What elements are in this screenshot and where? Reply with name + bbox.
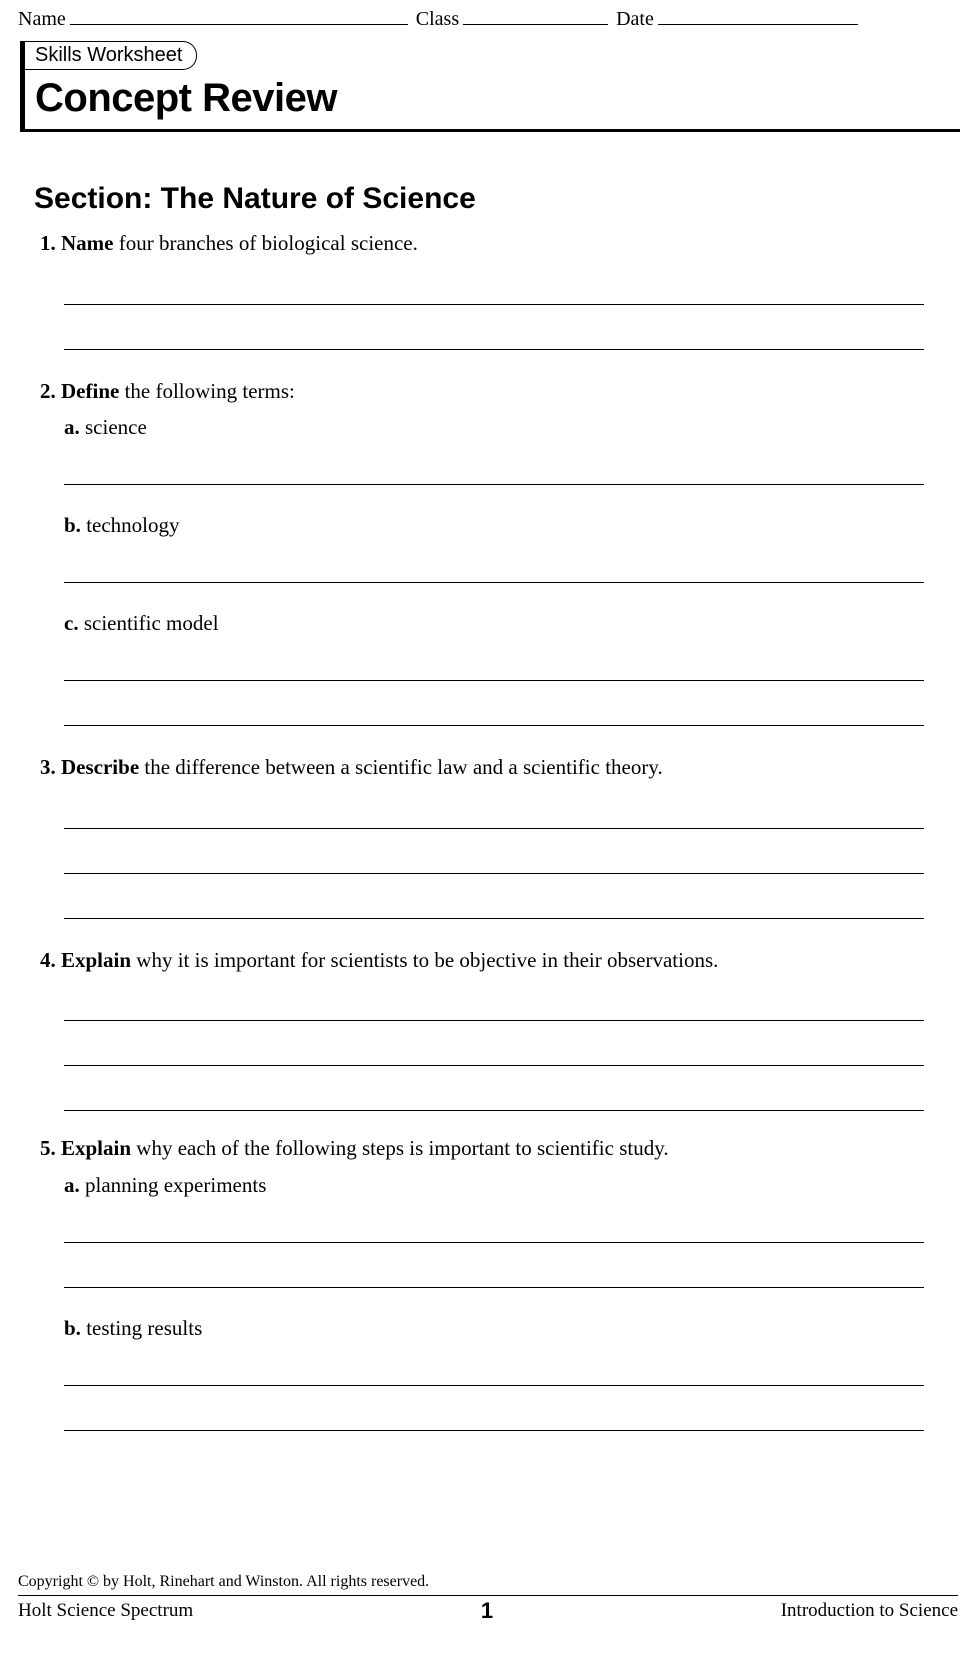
q2-sub-c: c. scientific model — [34, 611, 926, 636]
q2-sub-b: b. technology — [34, 513, 926, 538]
footer-row: Holt Science Spectrum 1 Introduction to … — [18, 1596, 958, 1624]
q2c-letter: c. — [64, 611, 79, 635]
q5a-letter: a. — [64, 1173, 80, 1197]
q2b-letter: b. — [64, 513, 81, 537]
footer-right: Introduction to Science — [781, 1600, 958, 1622]
question-5: 5. Explain why each of the following ste… — [34, 1133, 926, 1165]
q2a-text: science — [80, 415, 147, 439]
section-title: Section: The Nature of Science — [34, 182, 926, 216]
q4-num: 4. — [40, 948, 56, 972]
skills-tab: Skills Worksheet — [25, 41, 197, 70]
q2-text: the following terms: — [119, 379, 295, 403]
date-input-line[interactable] — [658, 24, 858, 25]
title-block: Skills Worksheet Concept Review — [20, 41, 960, 132]
footer: Copyright © by Holt, Rinehart and Winsto… — [18, 1573, 958, 1624]
q1-verb: Name — [61, 231, 113, 255]
name-input-line[interactable] — [70, 24, 408, 25]
header-row: Name Class Date — [0, 0, 960, 31]
q4-text: why it is important for scientists to be… — [131, 948, 718, 972]
q2b-text: technology — [81, 513, 180, 537]
page-title: Concept Review — [25, 70, 960, 129]
content-area: Section: The Nature of Science 1. Name f… — [0, 132, 960, 1431]
answer-line[interactable] — [64, 1430, 924, 1431]
date-label: Date — [616, 8, 654, 31]
copyright-text: Copyright © by Holt, Rinehart and Winsto… — [18, 1573, 958, 1596]
q5-verb: Explain — [61, 1136, 131, 1160]
q3-text: the difference between a scientific law … — [139, 755, 663, 779]
class-input-line[interactable] — [463, 24, 608, 25]
q4-verb: Explain — [61, 948, 131, 972]
q3-verb: Describe — [61, 755, 139, 779]
q2-verb: Define — [61, 379, 119, 403]
name-label: Name — [18, 8, 66, 31]
question-2: 2. Define the following terms: — [34, 376, 926, 408]
q2a-letter: a. — [64, 415, 80, 439]
q3-num: 3. — [40, 755, 56, 779]
q5-sub-b: b. testing results — [34, 1316, 926, 1341]
q5-sub-a: a. planning experiments — [34, 1173, 926, 1198]
q1-num: 1. — [40, 231, 56, 255]
q5a-text: planning experiments — [80, 1173, 267, 1197]
q1-text: four branches of biological science. — [113, 231, 417, 255]
question-3: 3. Describe the difference between a sci… — [34, 752, 926, 784]
q5-text: why each of the following steps is impor… — [131, 1136, 669, 1160]
footer-left: Holt Science Spectrum — [18, 1600, 193, 1622]
q2-num: 2. — [40, 379, 56, 403]
q5b-text: testing results — [81, 1316, 202, 1340]
page-number: 1 — [481, 1598, 493, 1624]
class-label: Class — [416, 8, 459, 31]
question-4: 4. Explain why it is important for scien… — [34, 945, 926, 977]
q5b-letter: b. — [64, 1316, 81, 1340]
q5-num: 5. — [40, 1136, 56, 1160]
question-1: 1. Name four branches of biological scie… — [34, 228, 926, 260]
q2c-text: scientific model — [79, 611, 219, 635]
q2-sub-a: a. science — [34, 415, 926, 440]
